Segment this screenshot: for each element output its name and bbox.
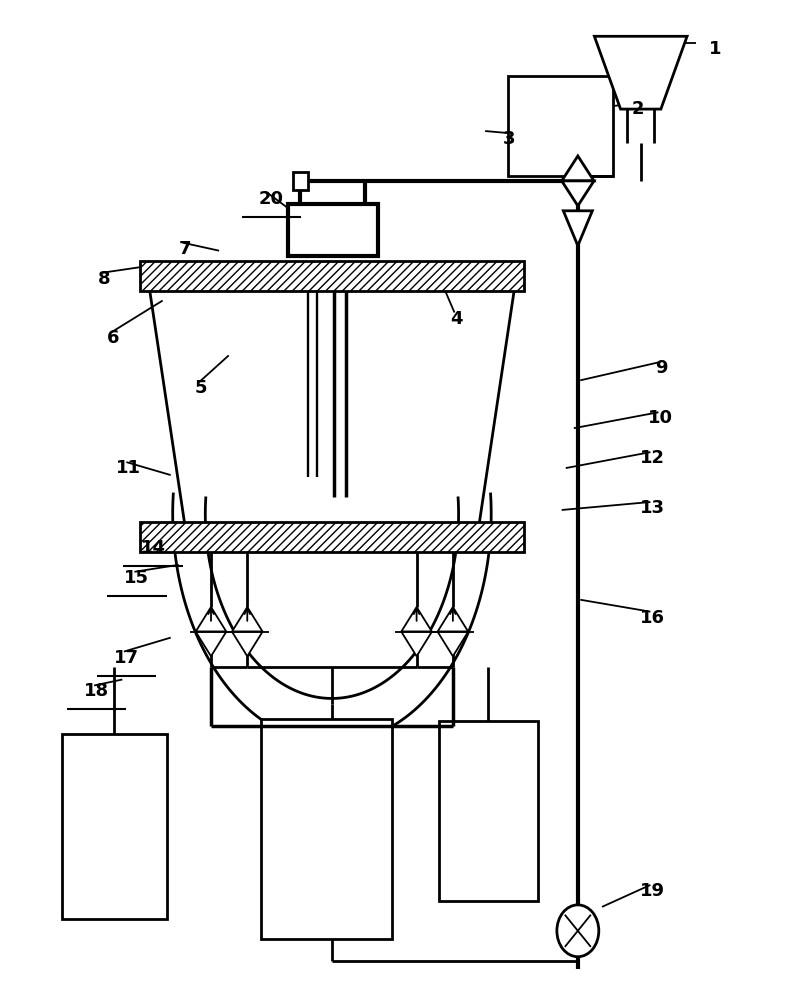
Text: 16: 16 — [640, 609, 665, 627]
Text: 20: 20 — [259, 190, 284, 208]
Text: 17: 17 — [114, 649, 139, 667]
Text: 12: 12 — [640, 449, 665, 467]
Polygon shape — [563, 211, 592, 246]
Polygon shape — [401, 607, 432, 632]
Text: 13: 13 — [640, 499, 665, 517]
Bar — [439, 721, 537, 901]
Polygon shape — [561, 181, 594, 206]
Text: 10: 10 — [648, 409, 673, 427]
Polygon shape — [438, 607, 468, 632]
Text: 15: 15 — [125, 569, 150, 587]
Text: 14: 14 — [141, 539, 166, 557]
Bar — [140, 522, 523, 552]
Polygon shape — [232, 607, 263, 632]
Polygon shape — [196, 632, 227, 656]
Polygon shape — [438, 632, 468, 656]
Polygon shape — [401, 632, 432, 656]
Text: 9: 9 — [654, 359, 667, 377]
Bar — [261, 719, 392, 939]
Text: 8: 8 — [98, 270, 111, 288]
Text: 11: 11 — [116, 459, 142, 477]
Polygon shape — [196, 607, 227, 632]
Bar — [61, 734, 167, 919]
Bar — [287, 204, 378, 256]
Polygon shape — [561, 156, 594, 181]
Text: 19: 19 — [640, 882, 665, 900]
Circle shape — [557, 905, 599, 957]
Text: 18: 18 — [84, 682, 109, 700]
Text: 2: 2 — [632, 100, 645, 118]
Polygon shape — [595, 36, 687, 109]
Bar — [508, 76, 612, 176]
Text: 3: 3 — [503, 130, 515, 148]
Text: 6: 6 — [107, 329, 119, 347]
Text: 7: 7 — [179, 240, 192, 258]
Bar — [293, 172, 307, 190]
Text: 4: 4 — [451, 310, 464, 328]
Text: 1: 1 — [709, 40, 721, 58]
Polygon shape — [232, 632, 263, 656]
Bar — [140, 261, 523, 291]
Text: 5: 5 — [195, 379, 208, 397]
